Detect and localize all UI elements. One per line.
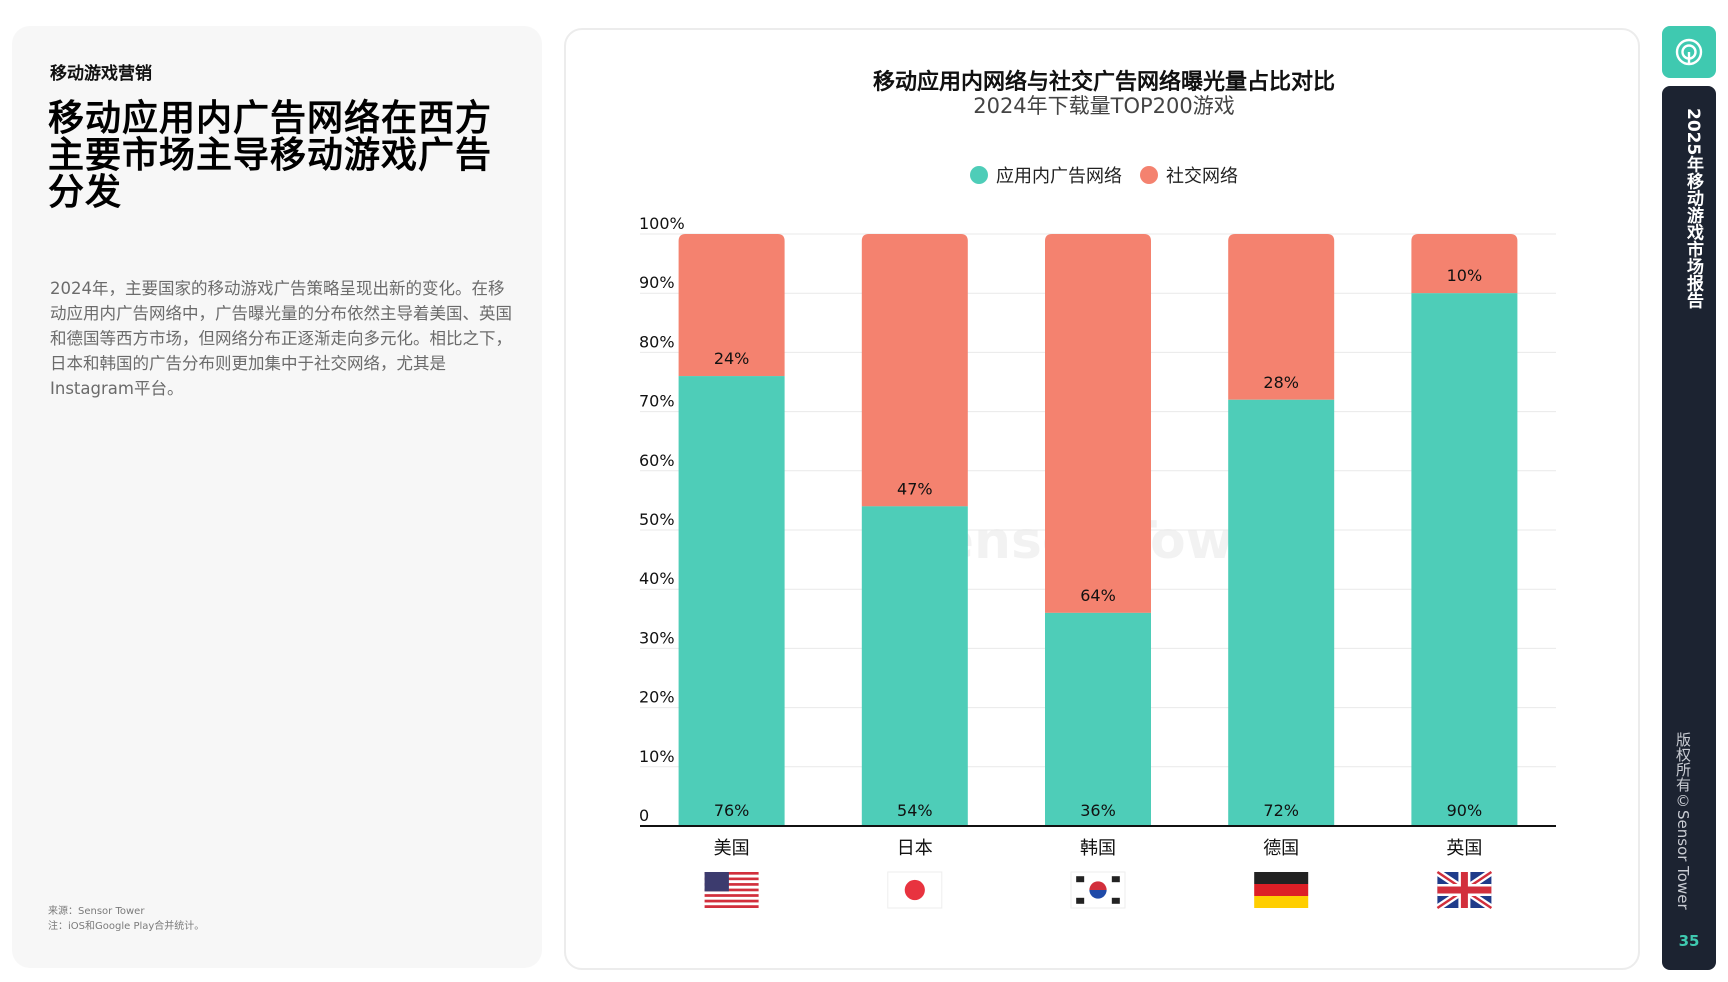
- legend-label-in-app: 应用内广告网络: [996, 166, 1122, 187]
- sidebar: [1662, 86, 1716, 970]
- y-tick-label: 10%: [639, 747, 675, 766]
- bar-in-app: [1045, 612, 1151, 826]
- y-tick-label: 80%: [639, 332, 675, 351]
- y-tick-label: 90%: [639, 273, 675, 292]
- y-tick-label: 30%: [639, 628, 675, 647]
- bar-social: [1411, 234, 1518, 294]
- x-tick-label: 韩国: [1080, 838, 1116, 859]
- sensor-tower-logo-icon: [1675, 38, 1703, 66]
- legend-item-in-app: 应用内广告网络: [970, 162, 1122, 188]
- legend-item-social: 社交网络: [1140, 162, 1238, 188]
- data-label-in-app: 54%: [897, 801, 933, 820]
- data-label-social: 10%: [1447, 266, 1483, 285]
- legend-dot-social: [1140, 166, 1158, 184]
- chart-legend: 应用内广告网络 社交网络: [566, 162, 1642, 188]
- report-title: 2025年移动游戏市场报告: [1683, 108, 1703, 309]
- bar-social: [1045, 234, 1151, 613]
- y-tick-label: 0: [639, 806, 649, 825]
- bar-in-app: [1228, 399, 1335, 826]
- data-label-social: 64%: [1080, 586, 1116, 605]
- y-tick-label: 20%: [639, 688, 675, 707]
- section-label: 移动游戏营销: [50, 64, 152, 84]
- chart-card: 移动应用内网络与社交广告网络曝光量占比对比 2024年下载量TOP200游戏 应…: [564, 28, 1640, 970]
- bar-social: [678, 234, 785, 377]
- page-title: 移动应用内广告网络在西方主要市场主导移动游戏广告分发: [48, 98, 493, 213]
- data-label-social: 28%: [1263, 373, 1299, 392]
- data-label-in-app: 36%: [1080, 801, 1116, 820]
- data-label-in-app: 72%: [1263, 801, 1299, 820]
- x-tick-label: 英国: [1446, 838, 1482, 859]
- y-tick-label: 40%: [639, 569, 675, 588]
- logo-button[interactable]: [1662, 26, 1716, 78]
- us-flag-icon: [704, 872, 759, 908]
- bar-social: [861, 234, 968, 507]
- de-flag-icon: [1254, 872, 1309, 908]
- legend-dot-in-app: [970, 166, 988, 184]
- chart-subtitle: 2024年下载量TOP200游戏: [973, 94, 1235, 118]
- copyright: 版权所有©Sensor Tower: [1674, 732, 1692, 910]
- page-number: 35: [1678, 932, 1700, 950]
- source-note: 来源：Sensor Tower: [48, 906, 145, 917]
- x-tick-label: 日本: [897, 838, 933, 859]
- data-label-social: 47%: [897, 479, 933, 498]
- y-tick-label: 50%: [639, 510, 675, 529]
- bar-in-app: [678, 376, 785, 826]
- body-paragraph: 2024年，主要国家的移动游戏广告策略呈现出新的变化。在移动应用内广告网络中，广…: [50, 279, 512, 398]
- y-tick-label: 60%: [639, 451, 675, 470]
- stacked-bar-chart: Sensor Tower010%20%30%40%50%60%70%80%90%…: [639, 214, 1556, 911]
- bar-social: [1228, 234, 1335, 400]
- footnote: 注：iOS和Google Play合并统计。: [48, 921, 205, 932]
- y-tick-label: 70%: [639, 392, 675, 411]
- left-panel: 移动游戏营销 移动应用内广告网络在西方主要市场主导移动游戏广告分发 2024年，…: [12, 26, 542, 968]
- x-tick-label: 德国: [1263, 838, 1299, 859]
- x-tick-label: 美国: [714, 838, 750, 859]
- kr-flag-icon: [1070, 871, 1126, 909]
- data-label-in-app: 76%: [714, 801, 750, 820]
- y-tick-label: 100%: [639, 214, 685, 233]
- data-label-in-app: 90%: [1447, 801, 1483, 820]
- gb-flag-icon: [1435, 869, 1494, 911]
- chart-title: 移动应用内网络与社交广告网络曝光量占比对比: [872, 70, 1335, 95]
- data-label-social: 24%: [714, 349, 750, 368]
- bar-in-app: [1411, 293, 1518, 826]
- legend-label-social: 社交网络: [1166, 166, 1238, 187]
- bar-in-app: [861, 506, 968, 826]
- jp-flag-icon: [887, 871, 943, 909]
